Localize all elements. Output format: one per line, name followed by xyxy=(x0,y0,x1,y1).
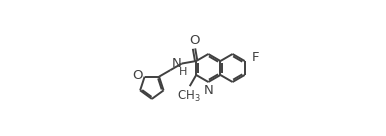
Text: CH$_3$: CH$_3$ xyxy=(177,89,201,104)
Text: O: O xyxy=(132,69,143,82)
Text: H: H xyxy=(178,67,187,77)
Text: N: N xyxy=(203,84,213,97)
Text: O: O xyxy=(189,34,199,47)
Text: F: F xyxy=(251,51,259,64)
Text: N: N xyxy=(171,57,181,70)
